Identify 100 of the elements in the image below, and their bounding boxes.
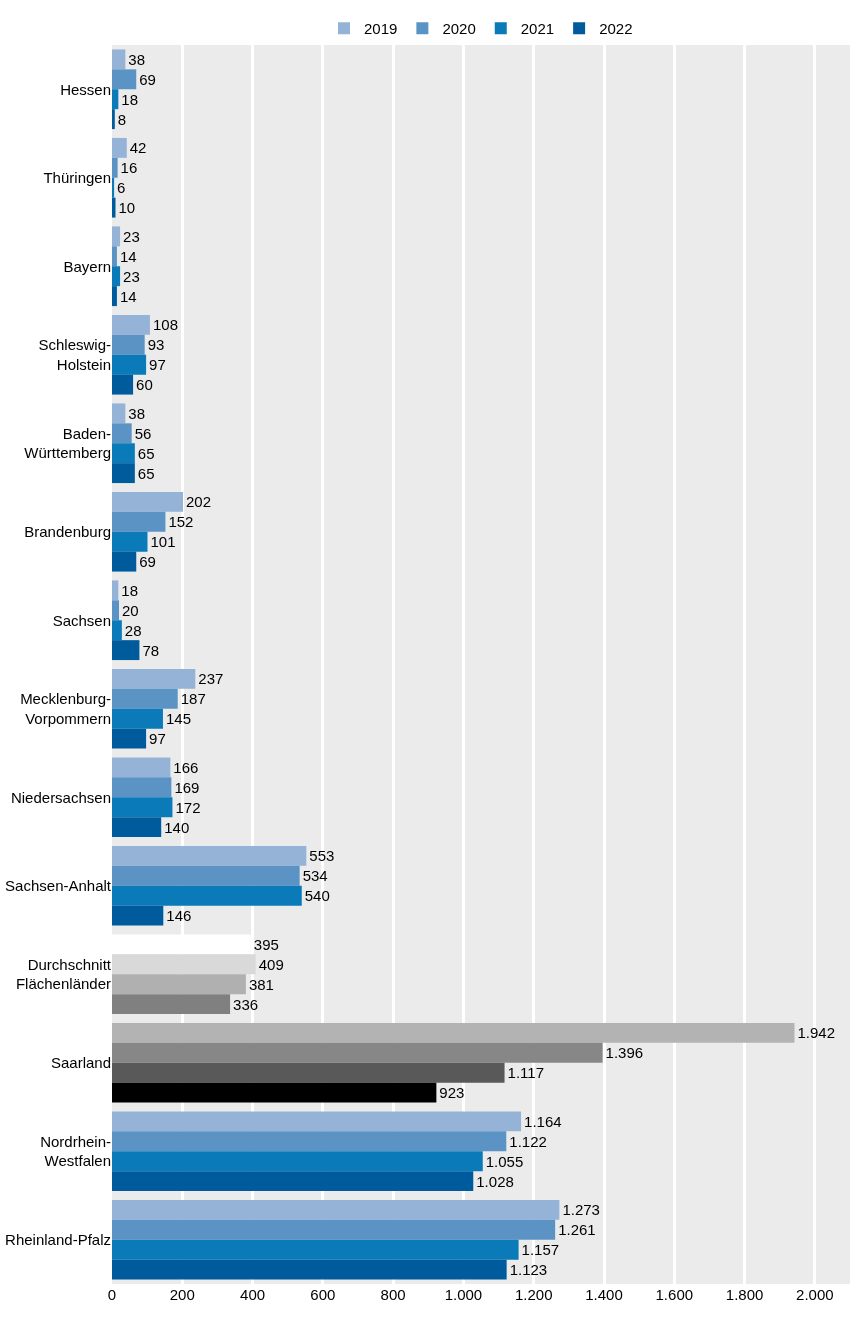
- data-label: 1.396: [605, 1044, 644, 1062]
- data-label: 395: [253, 935, 279, 953]
- bar: [112, 443, 135, 464]
- data-label: 336: [233, 995, 259, 1013]
- data-label: 145: [165, 710, 191, 728]
- data-label: 1.117: [507, 1064, 544, 1082]
- data-label: 38: [128, 50, 146, 68]
- y-tick-label: Rheinland-Pfalz: [5, 1231, 111, 1248]
- bar: [112, 1259, 507, 1280]
- data-label: 166: [173, 758, 199, 776]
- x-tick-label: 2.000: [796, 1286, 834, 1303]
- bar: [112, 246, 117, 267]
- bar: [112, 266, 121, 287]
- bar: [112, 757, 171, 778]
- bar: [112, 1239, 519, 1260]
- bar: [112, 286, 117, 307]
- data-label: 18: [121, 90, 139, 108]
- bar: [112, 600, 120, 621]
- data-label: 42: [129, 139, 147, 157]
- data-label: 1.157: [521, 1241, 560, 1259]
- data-label: 146: [166, 907, 192, 925]
- bar: [112, 640, 140, 661]
- y-tick-label: Nordrhein- Westfalen: [40, 1132, 111, 1170]
- data-label: 14: [119, 287, 137, 305]
- x-tick-label: 1.600: [655, 1286, 694, 1303]
- bar: [112, 728, 147, 749]
- data-label: 38: [128, 404, 146, 422]
- x-tick-label: 200: [169, 1286, 195, 1303]
- data-label: 237: [198, 670, 224, 688]
- data-label: 20: [122, 601, 139, 619]
- x-tick-label: 1.800: [725, 1286, 764, 1303]
- data-label: 6: [117, 179, 126, 197]
- bar: [112, 994, 231, 1015]
- bar: [112, 1022, 795, 1043]
- data-label: 65: [137, 464, 155, 482]
- bar: [112, 551, 137, 572]
- data-label: 93: [147, 336, 165, 354]
- data-label: 23: [123, 227, 140, 245]
- y-tick-label: Thüringen: [43, 169, 111, 186]
- bar: [112, 1062, 505, 1083]
- y-tick-label: Baden- Württemberg: [24, 424, 111, 462]
- data-label: 97: [149, 356, 166, 374]
- data-label: 101: [150, 533, 176, 551]
- bar: [112, 797, 173, 818]
- bar: [112, 334, 145, 355]
- bar: [112, 109, 115, 130]
- data-label: 10: [118, 199, 136, 217]
- data-label: 1.122: [509, 1132, 547, 1150]
- data-label: 172: [175, 798, 201, 816]
- data-label: 65: [137, 444, 155, 462]
- data-label: 23: [123, 267, 140, 285]
- bar: [112, 580, 119, 601]
- data-label: 108: [152, 316, 178, 334]
- bar: [112, 374, 134, 395]
- data-label: 923: [439, 1084, 465, 1102]
- x-tick-label: 0: [107, 1286, 117, 1303]
- bar: [112, 1082, 437, 1103]
- legend-label: 2022: [599, 20, 633, 38]
- data-label: 187: [180, 690, 206, 708]
- bar: [112, 531, 148, 552]
- bar: [112, 463, 135, 484]
- data-label: 78: [142, 641, 160, 659]
- data-label: 1.942: [797, 1024, 836, 1042]
- data-label: 16: [120, 159, 138, 177]
- bar: [112, 403, 126, 424]
- bar: [112, 354, 147, 375]
- data-label: 1.261: [558, 1221, 596, 1239]
- bar: [112, 1131, 507, 1152]
- x-tick-label: 1.200: [514, 1286, 553, 1303]
- legend-label: 2019: [364, 20, 398, 38]
- data-label: 8: [117, 110, 127, 128]
- x-tick-label: 1.000: [444, 1286, 483, 1303]
- x-tick-label: 600: [310, 1286, 336, 1303]
- bar: [112, 69, 137, 90]
- bar: [112, 314, 150, 335]
- data-label: 28: [124, 621, 142, 639]
- bar: [112, 226, 121, 247]
- y-tick-label: Sachsen-Anhalt: [5, 877, 112, 894]
- bar: [112, 137, 127, 158]
- bar: [112, 177, 115, 198]
- bar: [112, 197, 116, 218]
- data-label: 202: [185, 493, 212, 511]
- bar: [112, 777, 172, 798]
- data-label: 409: [258, 955, 284, 973]
- bar: [112, 688, 178, 709]
- x-tick-label: 800: [380, 1286, 406, 1303]
- bar: [112, 954, 256, 975]
- legend-label: 2021: [520, 20, 555, 38]
- y-tick-label: Saarland: [50, 1054, 111, 1071]
- data-label: 18: [121, 581, 139, 599]
- y-tick-label: Durchschnitt Flächenländer: [15, 955, 112, 993]
- bar: [112, 1171, 474, 1192]
- data-label: 14: [119, 247, 137, 265]
- data-label: 60: [136, 376, 153, 394]
- bar: [112, 865, 300, 886]
- bar: [112, 817, 162, 838]
- y-tick-label: Hessen: [60, 80, 111, 98]
- bar: [112, 157, 118, 178]
- data-label: 69: [139, 70, 156, 88]
- bar: [112, 1219, 556, 1240]
